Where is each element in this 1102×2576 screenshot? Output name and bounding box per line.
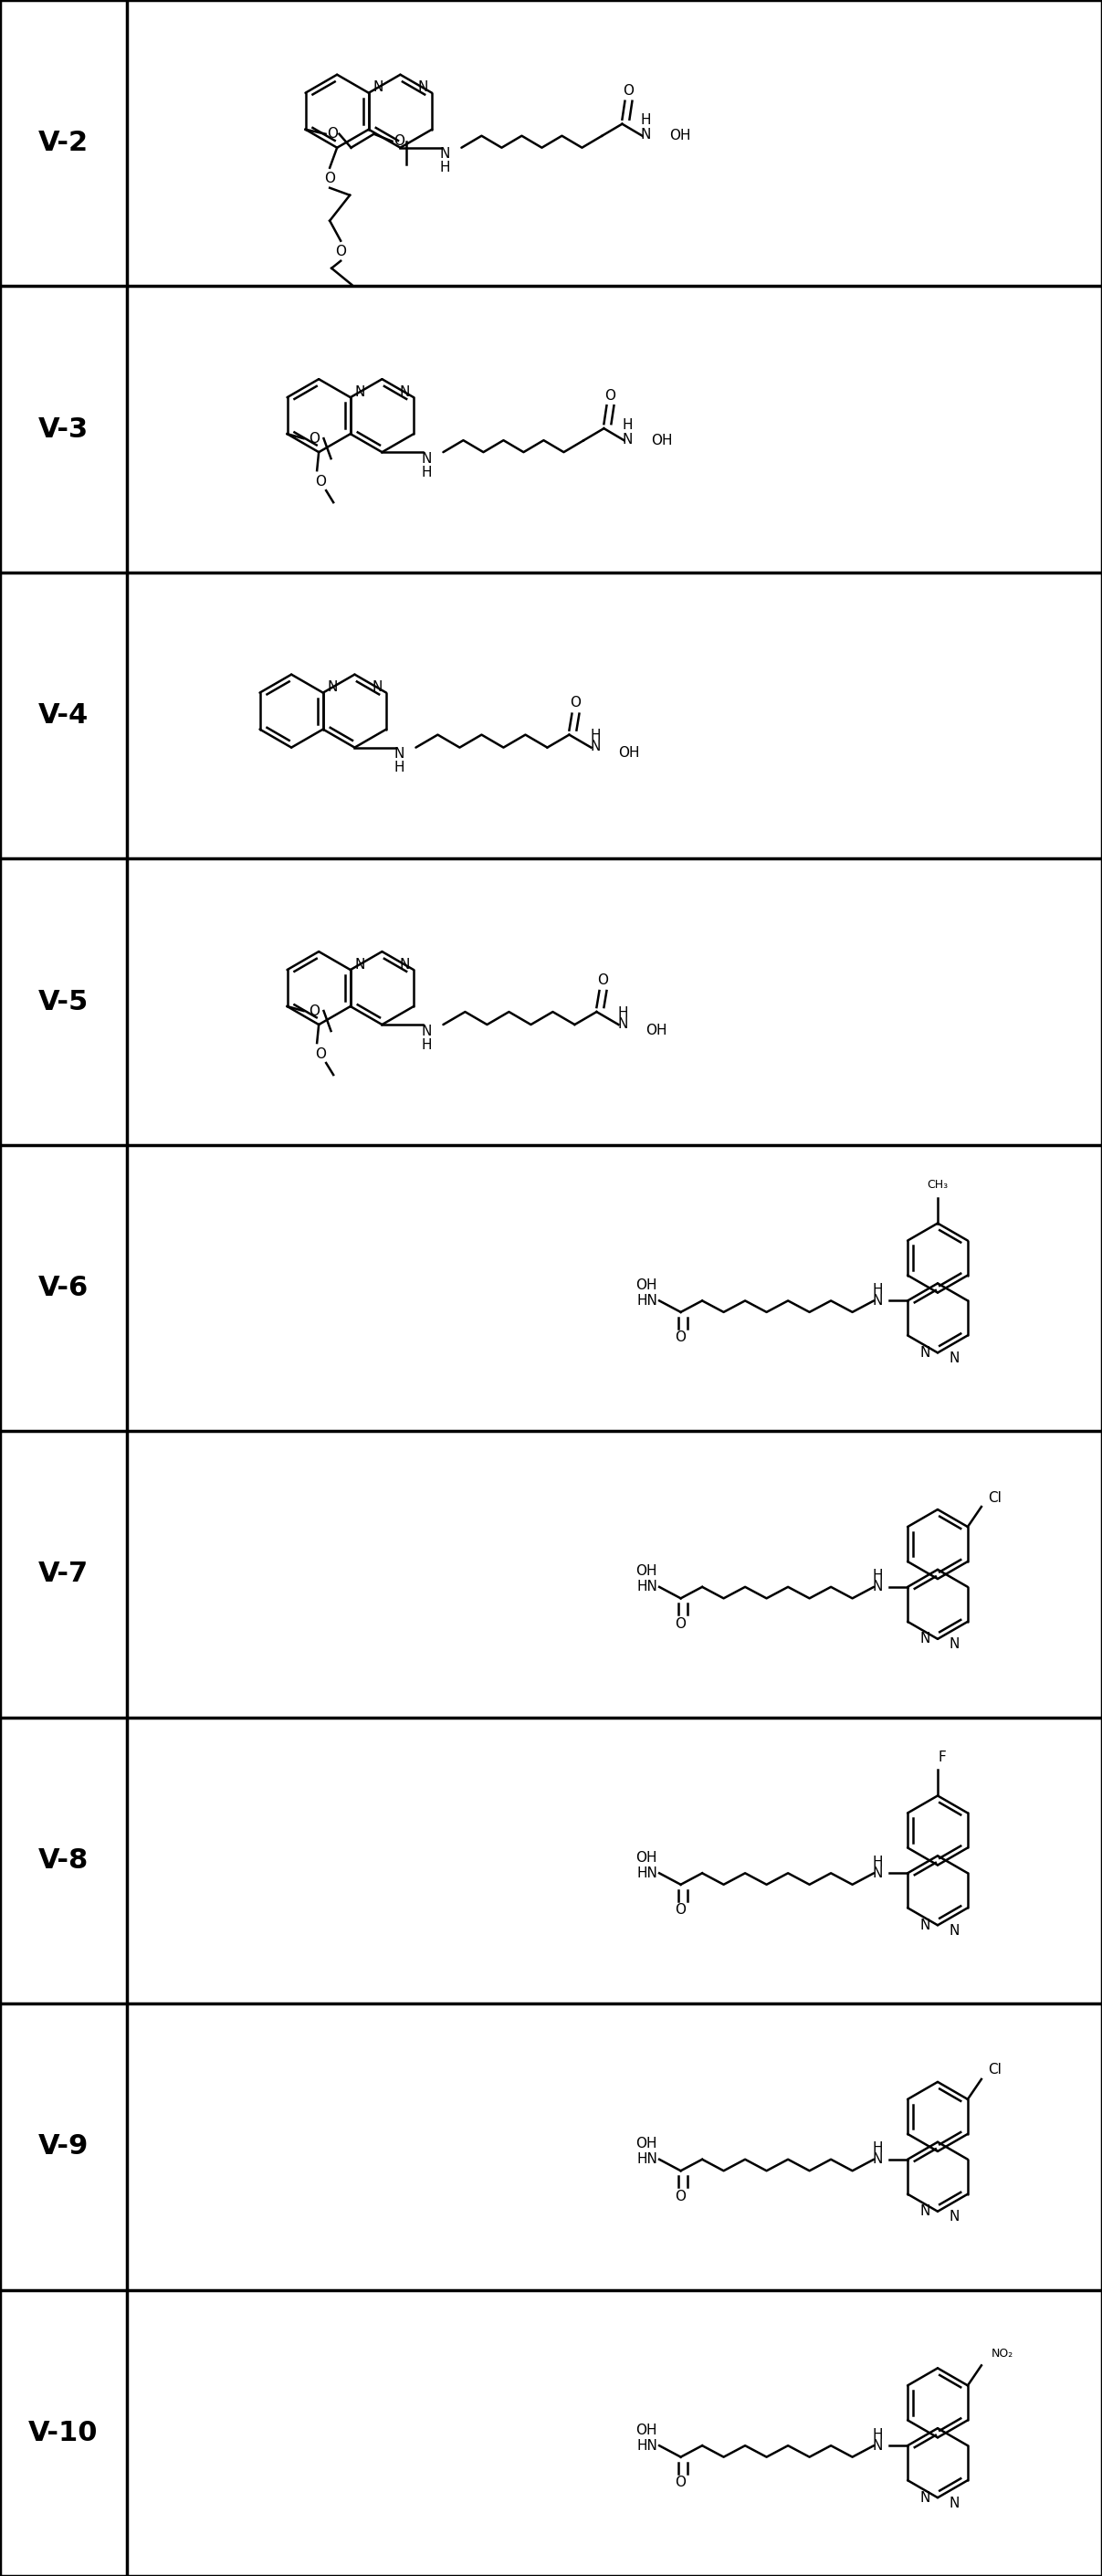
Text: N: N [399, 958, 410, 971]
Text: N: N [873, 1579, 883, 1595]
Text: H: H [440, 160, 451, 175]
Text: V-10: V-10 [29, 2419, 98, 2447]
Text: O: O [324, 173, 335, 185]
Text: V-3: V-3 [39, 417, 88, 443]
Text: N: N [920, 2491, 930, 2504]
Text: O: O [315, 1046, 326, 1061]
Text: OH: OH [636, 1850, 658, 1865]
Text: H: H [873, 2427, 883, 2442]
Text: N: N [949, 1352, 959, 1365]
Text: O: O [395, 134, 404, 149]
Text: N: N [422, 1025, 432, 1038]
Text: N: N [623, 433, 633, 446]
Text: N: N [949, 2496, 959, 2509]
Text: V-7: V-7 [39, 1561, 88, 1587]
Text: N: N [591, 739, 601, 752]
Text: O: O [309, 1005, 320, 1018]
Text: V-9: V-9 [39, 2133, 88, 2159]
Text: OH: OH [636, 1564, 658, 1579]
Text: O: O [315, 474, 326, 489]
Text: HN: HN [637, 2154, 658, 2166]
Text: O: O [676, 1904, 687, 1917]
Text: N: N [949, 2210, 959, 2223]
Text: N: N [399, 384, 410, 399]
Text: OH: OH [636, 1278, 658, 1293]
Text: Cl: Cl [988, 1492, 1002, 1504]
Text: HN: HN [637, 1293, 658, 1309]
Text: N: N [949, 1924, 959, 1937]
Text: V-6: V-6 [39, 1275, 88, 1301]
Text: HN: HN [637, 1865, 658, 1880]
Text: N: N [618, 1018, 628, 1030]
Text: CH₃: CH₃ [927, 1180, 948, 1190]
Text: N: N [372, 80, 383, 95]
Text: H: H [623, 417, 633, 433]
Text: O: O [623, 85, 634, 98]
Text: O: O [335, 245, 346, 258]
Text: N: N [873, 2439, 883, 2452]
Text: O: O [570, 696, 581, 708]
Text: O: O [605, 389, 616, 402]
Text: H: H [873, 1855, 883, 1870]
Text: OH: OH [646, 1023, 668, 1038]
Text: Cl: Cl [988, 2063, 1002, 2076]
Text: H: H [618, 1005, 628, 1020]
Text: O: O [676, 1618, 687, 1631]
Text: HN: HN [637, 1579, 658, 1595]
Text: H: H [422, 466, 432, 479]
Text: O: O [327, 126, 338, 142]
Text: N: N [920, 1345, 930, 1360]
Text: V-8: V-8 [39, 1847, 88, 1873]
Text: N: N [873, 1865, 883, 1880]
Text: N: N [440, 147, 451, 160]
Text: N: N [327, 680, 337, 693]
Text: N: N [873, 1293, 883, 1309]
Text: H: H [640, 113, 651, 126]
Text: OH: OH [670, 129, 691, 142]
Text: HN: HN [637, 2439, 658, 2452]
Text: N: N [873, 2154, 883, 2166]
Text: N: N [355, 384, 365, 399]
Text: N: N [395, 747, 404, 760]
Text: NO₂: NO₂ [992, 2347, 1014, 2360]
Text: OH: OH [636, 2138, 658, 2151]
Text: V-4: V-4 [39, 703, 88, 729]
Text: N: N [372, 680, 382, 693]
Text: OH: OH [636, 2424, 658, 2437]
Text: O: O [309, 433, 320, 446]
Text: H: H [591, 729, 601, 742]
Text: N: N [920, 1633, 930, 1646]
Text: O: O [676, 1332, 687, 1345]
Text: N: N [920, 1919, 930, 1932]
Text: N: N [422, 451, 432, 466]
Text: OH: OH [651, 433, 673, 448]
Text: O: O [597, 974, 608, 987]
Text: N: N [355, 958, 365, 971]
Text: N: N [920, 2205, 930, 2218]
Text: H: H [873, 1283, 883, 1296]
Text: O: O [676, 2190, 687, 2202]
Text: V-2: V-2 [39, 129, 88, 157]
Text: N: N [949, 1638, 959, 1651]
Text: OH: OH [618, 747, 640, 760]
Text: F: F [938, 1752, 947, 1765]
Text: O: O [676, 2476, 687, 2488]
Text: V-5: V-5 [39, 989, 88, 1015]
Text: N: N [418, 80, 428, 95]
Text: N: N [640, 129, 651, 142]
Text: H: H [873, 1569, 883, 1582]
Text: H: H [395, 760, 404, 775]
Text: H: H [422, 1038, 432, 1051]
Text: H: H [873, 2141, 883, 2156]
